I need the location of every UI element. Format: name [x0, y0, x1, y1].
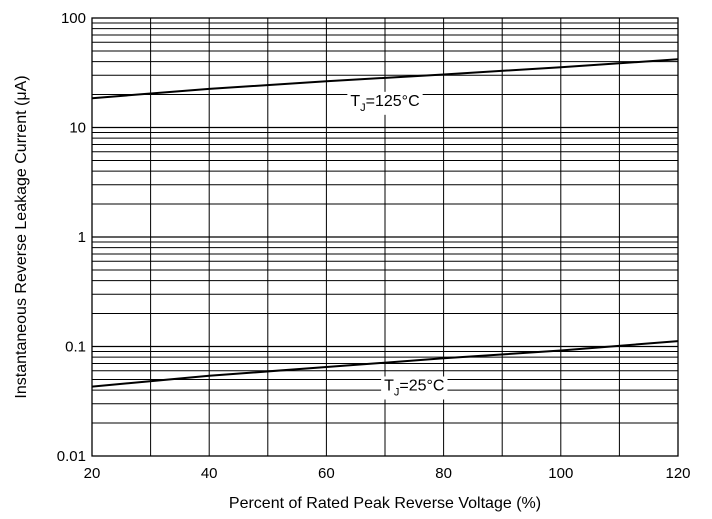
y-tick-label: 0.01: [57, 448, 86, 465]
series-line-2: [91, 340, 679, 388]
series-label-subscript: J: [394, 386, 400, 398]
series-label-text: TJ=25°C: [384, 377, 444, 398]
series-label-main: T: [350, 93, 360, 110]
x-tick-label: 120: [665, 465, 690, 482]
x-tick-label: 80: [435, 465, 452, 482]
series-lines: [91, 58, 679, 388]
y-tick-label: 0.1: [65, 339, 86, 356]
series-label-background: [381, 376, 448, 400]
series-label-rest: =25°C: [399, 377, 444, 394]
plot-frame: [91, 17, 679, 457]
x-tick-label: 60: [318, 465, 335, 482]
series-label-main: T: [384, 377, 394, 394]
tick-labels: 20 40 60 80 100 120 0.01 0.1 1 10 100: [57, 10, 691, 482]
series-label-text: TJ=125°C: [350, 93, 419, 114]
series-label-rest: =125°C: [366, 93, 420, 110]
series-label-2: TJ=25°C: [381, 376, 448, 400]
series-label-1: TJ=125°C: [347, 91, 423, 115]
series-line-1: [91, 58, 679, 100]
y-tick-label: 100: [61, 10, 86, 27]
x-tick-label: 100: [548, 465, 573, 482]
series-label-background: [347, 91, 423, 115]
series-label-subscript: J: [360, 102, 366, 114]
y-tick-label: 1: [78, 229, 86, 246]
y-tick-label: 10: [69, 120, 86, 137]
x-tick-label: 40: [201, 465, 218, 482]
x-tick-label: 20: [84, 465, 101, 482]
x-axis-title: Percent of Rated Peak Reverse Voltage (%…: [229, 495, 541, 512]
series-labels: TJ=125°CTJ=25°C: [347, 91, 448, 400]
y-axis-title: Instantaneous Reverse Leakage Current (μ…: [13, 75, 30, 398]
